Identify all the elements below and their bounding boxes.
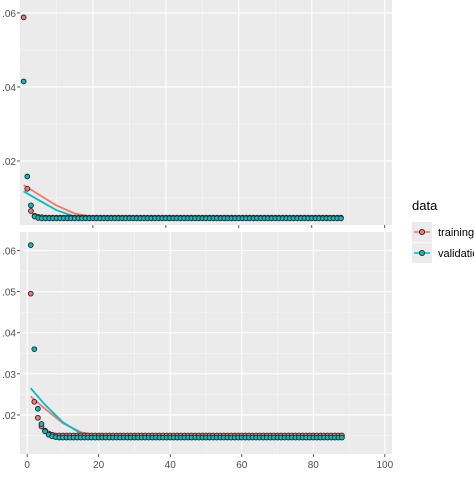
panel-bottom: .02 .03 .04 .05 .06 0 20 40 60 80 100 <box>2 232 394 471</box>
data-point-training <box>31 398 38 405</box>
y-tick-label: .04 <box>2 329 16 340</box>
data-point-validation <box>339 434 345 441</box>
y-tick-label: .04 <box>2 83 16 94</box>
panel-top: .02 .04 .06 <box>2 0 392 228</box>
data-point-training <box>27 290 34 297</box>
data-point-validation <box>20 78 27 85</box>
legend-key-training <box>412 222 432 242</box>
y-tick-label: .06 <box>2 9 16 20</box>
data-point-training <box>24 185 31 192</box>
data-point-training <box>20 14 27 21</box>
data-point-validation <box>31 346 38 353</box>
data-point-validation <box>38 421 45 427</box>
x-tick-label: 40 <box>165 460 177 471</box>
data-point-validation <box>42 428 48 435</box>
y-tick-label: .02 <box>2 411 16 422</box>
y-tick-label: .06 <box>2 247 16 258</box>
facet-panels: .02 .04 .06 .02 .03 .04 .05 .06 0 20 40 60 80 100 <box>2 0 394 471</box>
y-tick-label: .02 <box>2 157 16 168</box>
x-tick-label: 0 <box>24 460 30 471</box>
x-tick-label: 100 <box>377 460 394 471</box>
legend: data training validation <box>412 198 474 263</box>
y-tick-label: .05 <box>2 288 16 299</box>
y-tick-label: .03 <box>2 370 16 381</box>
data-point-validation <box>24 173 31 180</box>
data-point-validation <box>27 242 34 249</box>
legend-title: data <box>412 198 438 213</box>
data-point-training <box>28 208 34 214</box>
x-tick-label: 80 <box>308 460 320 471</box>
legend-label-validation: validation <box>438 248 474 260</box>
data-point-validation <box>35 405 41 412</box>
legend-label-training: training <box>438 227 474 239</box>
data-point-training <box>35 414 41 421</box>
data-point-validation <box>338 215 344 222</box>
panel-background <box>20 0 392 225</box>
x-tick-label: 20 <box>93 460 105 471</box>
data-point-validation <box>28 202 34 209</box>
x-tick-label: 60 <box>236 460 248 471</box>
legend-key-validation <box>412 243 432 263</box>
